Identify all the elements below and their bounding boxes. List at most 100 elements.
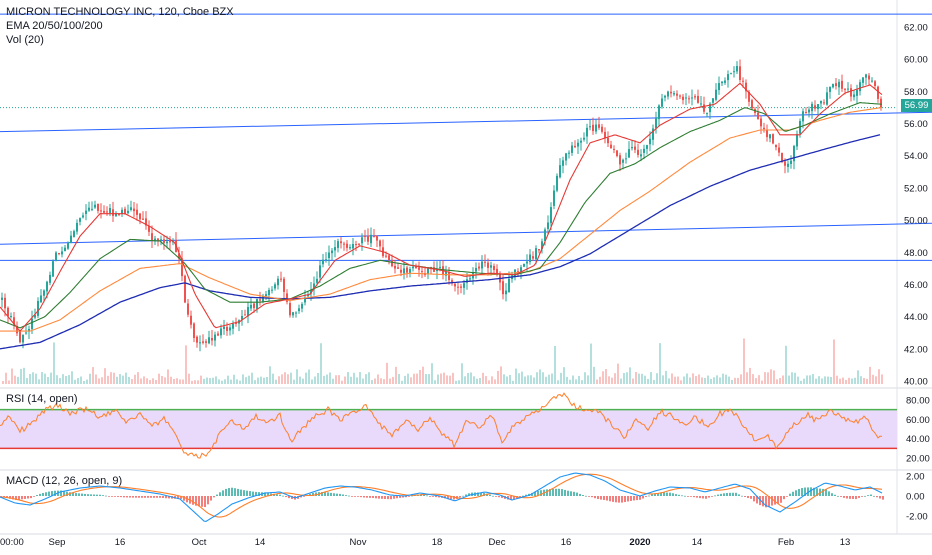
last-price-tag: 56.99 (901, 99, 932, 112)
candle-body (844, 88, 846, 90)
macd-histogram-bar (423, 494, 425, 496)
macd-histogram-bar (183, 496, 185, 501)
macd-pane-label[interactable]: MACD (12, 26, open, 9) (6, 475, 123, 487)
macd-histogram-bar (861, 496, 863, 497)
candle-body (880, 98, 882, 108)
volume-bar (230, 379, 232, 384)
candle-body (493, 265, 495, 270)
volume-bar (647, 378, 649, 384)
candle-body (118, 214, 120, 216)
macd-histogram-bar (345, 495, 347, 496)
candle-body (388, 255, 390, 261)
candle-body (352, 244, 354, 249)
macd-histogram-bar (864, 495, 866, 497)
volume-bar (23, 367, 25, 384)
volume-legend[interactable]: Vol (20) (6, 34, 44, 46)
macd-histogram-bar (510, 496, 512, 501)
macd-histogram-bar (363, 496, 365, 498)
candle-body (109, 208, 111, 213)
macd-histogram-bar (114, 496, 116, 497)
macd-histogram-bar (483, 493, 485, 496)
candle-body (394, 265, 396, 269)
volume-bar (152, 378, 154, 384)
trendline-2 (0, 222, 932, 245)
macd-histogram-bar (738, 494, 740, 496)
volume-bar (203, 378, 205, 384)
candle-body (337, 241, 339, 248)
macd-histogram-bar (132, 496, 134, 498)
candle-body (469, 278, 471, 280)
volume-bar (134, 374, 136, 384)
candle-body (526, 261, 528, 264)
volume-bar (593, 366, 595, 384)
macd-histogram-bar (882, 496, 884, 500)
macd-histogram-bar (339, 493, 341, 496)
volume-bar (602, 371, 604, 384)
volume-bar (863, 377, 865, 384)
candle-body (16, 325, 18, 334)
volume-bar (761, 380, 763, 384)
macd-tick-label: 2.00 (906, 472, 925, 483)
candle-body (274, 284, 276, 289)
volume-bar (875, 376, 877, 384)
candle-body (574, 145, 576, 148)
ema-legend[interactable]: EMA 20/50/100/200 (6, 20, 103, 32)
macd-histogram-bar (192, 496, 194, 505)
symbol-title[interactable]: MICRON TECHNOLOGY INC, 120, Cboe BZX (6, 6, 234, 18)
macd-histogram-bar (834, 494, 836, 496)
volume-bar (551, 373, 553, 384)
rsi-pane-label[interactable]: RSI (14, open) (6, 393, 78, 405)
time-tick-label: Oct (192, 537, 207, 548)
candle-body (463, 283, 465, 288)
candle-body (31, 318, 33, 330)
volume-bar (740, 374, 742, 384)
macd-histogram-bar (537, 490, 539, 496)
macd-histogram-bar (786, 496, 788, 497)
volume-bar (20, 368, 22, 384)
macd-histogram-bar (822, 488, 824, 496)
macd-histogram-bar (495, 496, 497, 497)
volume-bar (143, 376, 145, 384)
volume-bar (626, 372, 628, 384)
macd-histogram-bar (699, 496, 701, 499)
candle-body (1, 297, 3, 300)
volume-bar (341, 380, 343, 384)
volume-bar (263, 377, 265, 384)
volume-bar (722, 373, 724, 384)
macd-histogram-bar (855, 496, 857, 500)
candle-body (775, 144, 777, 148)
candle-body (715, 89, 717, 100)
candle-body (259, 299, 261, 301)
macd-histogram-bar (846, 496, 848, 499)
macd-histogram-bar (177, 496, 179, 499)
candle-body (841, 80, 843, 89)
candle-body (349, 247, 351, 249)
candle-body (685, 97, 687, 99)
macd-histogram-bar (765, 496, 767, 508)
macd-histogram-bar (687, 496, 689, 497)
volume-bar (56, 375, 58, 384)
macd-histogram-bar (612, 496, 614, 502)
volume-bar (362, 378, 364, 384)
macd-line (0, 472, 883, 522)
macd-histogram-bar (198, 496, 200, 507)
macd-histogram-bar (18, 496, 20, 500)
macd-histogram-bar (90, 494, 92, 496)
volume-bar (68, 375, 70, 384)
macd-histogram-bar (111, 496, 113, 497)
volume-bar (281, 374, 283, 384)
volume-bar (638, 373, 640, 384)
volume-bar (488, 380, 490, 384)
volume-bar (98, 378, 100, 384)
macd-histogram-bar (369, 496, 371, 498)
candle-body (562, 160, 564, 166)
volume-bar (458, 380, 460, 384)
volume-bar (8, 380, 10, 384)
macd-histogram-bar (201, 496, 203, 507)
candle-body (7, 307, 9, 317)
macd-histogram-bar (609, 496, 611, 502)
volume-bar (137, 372, 139, 384)
candle-body (454, 283, 456, 287)
volume-bar (83, 380, 85, 384)
